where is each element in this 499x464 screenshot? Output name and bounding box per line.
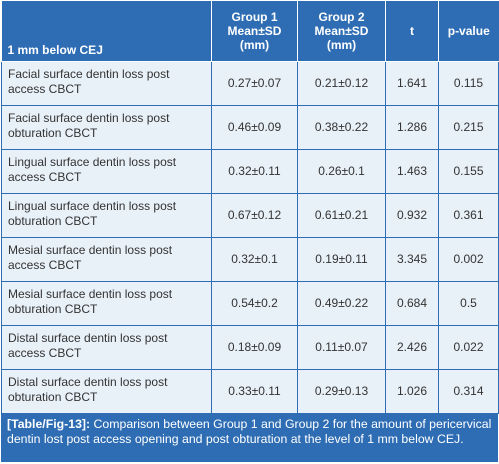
group1-value: 0.32±0.11 xyxy=(211,149,298,194)
group1-value: 0.46±0.09 xyxy=(211,105,298,150)
t-value: 1.641 xyxy=(385,61,439,106)
row-label: Mesial surface dentin loss post obturati… xyxy=(1,281,212,326)
table-row: Distal surface dentin loss post access C… xyxy=(1,325,499,370)
group1-value: 0.27±0.07 xyxy=(211,61,298,106)
p-value: 0.002 xyxy=(438,237,499,282)
t-value: 0.932 xyxy=(385,193,439,238)
group2-value: 0.26±0.1 xyxy=(297,149,386,194)
table-caption: [Table/Fig-13]: Comparison between Group… xyxy=(1,414,498,462)
t-value: 2.426 xyxy=(385,325,439,370)
group2-value: 0.49±0.22 xyxy=(297,281,386,326)
p-value: 0.115 xyxy=(438,61,499,106)
table-row: Facial surface dentin loss post obturati… xyxy=(1,105,499,150)
group2-value: 0.21±0.12 xyxy=(297,61,386,106)
group2-value: 0.11±0.07 xyxy=(297,325,386,370)
row-label: Lingual surface dentin loss post obturat… xyxy=(1,193,212,238)
group1-value: 0.18±0.09 xyxy=(211,325,298,370)
p-value: 0.215 xyxy=(438,105,499,150)
table-row: Lingual surface dentin loss post obturat… xyxy=(1,193,499,238)
table-row: Facial surface dentin loss post access C… xyxy=(1,61,499,106)
p-value: 0.155 xyxy=(438,149,499,194)
p-value: 0.022 xyxy=(438,325,499,370)
t-value: 3.345 xyxy=(385,237,439,282)
p-value: 0.5 xyxy=(438,281,499,326)
group1-value: 0.54±0.2 xyxy=(211,281,298,326)
group2-value: 0.38±0.22 xyxy=(297,105,386,150)
group1-value: 0.67±0.12 xyxy=(211,193,298,238)
table-row: Mesial surface dentin loss post obturati… xyxy=(1,281,499,326)
row-label: Distal surface dentin loss post access C… xyxy=(1,325,212,370)
table-row: Mesial surface dentin loss post access C… xyxy=(1,237,499,282)
t-value: 1.286 xyxy=(385,105,439,150)
table-row: Distal surface dentin loss post obturati… xyxy=(1,369,499,414)
header-t: t xyxy=(385,1,439,62)
group1-value: 0.32±0.1 xyxy=(211,237,298,282)
group2-value: 0.19±0.11 xyxy=(297,237,386,282)
p-value: 0.314 xyxy=(438,369,499,414)
row-label: Distal surface dentin loss post obturati… xyxy=(1,369,212,414)
group2-value: 0.61±0.21 xyxy=(297,193,386,238)
caption-tag: [Table/Fig-13]: xyxy=(7,417,91,431)
table-body: Facial surface dentin loss post access C… xyxy=(1,61,499,414)
row-label: Facial surface dentin loss post access C… xyxy=(1,61,212,106)
caption-text: Comparison between Group 1 and Group 2 f… xyxy=(7,417,492,446)
t-value: 1.463 xyxy=(385,149,439,194)
t-value: 0.684 xyxy=(385,281,439,326)
row-label: Facial surface dentin loss post obturati… xyxy=(1,105,212,150)
group1-value: 0.33±0.11 xyxy=(211,369,298,414)
group2-value: 0.29±0.13 xyxy=(297,369,386,414)
table-row: Lingual surface dentin loss post access … xyxy=(1,149,499,194)
row-label: Lingual surface dentin loss post access … xyxy=(1,149,212,194)
header-location: 1 mm below CEJ xyxy=(1,1,212,62)
row-label: Mesial surface dentin loss post access C… xyxy=(1,237,212,282)
header-group1: Group 1 Mean±SD (mm) xyxy=(211,1,298,62)
header-p-value: p-value xyxy=(438,1,499,62)
p-value: 0.361 xyxy=(438,193,499,238)
t-value: 1.026 xyxy=(385,369,439,414)
header-group2: Group 2 Mean±SD (mm) xyxy=(297,1,386,62)
